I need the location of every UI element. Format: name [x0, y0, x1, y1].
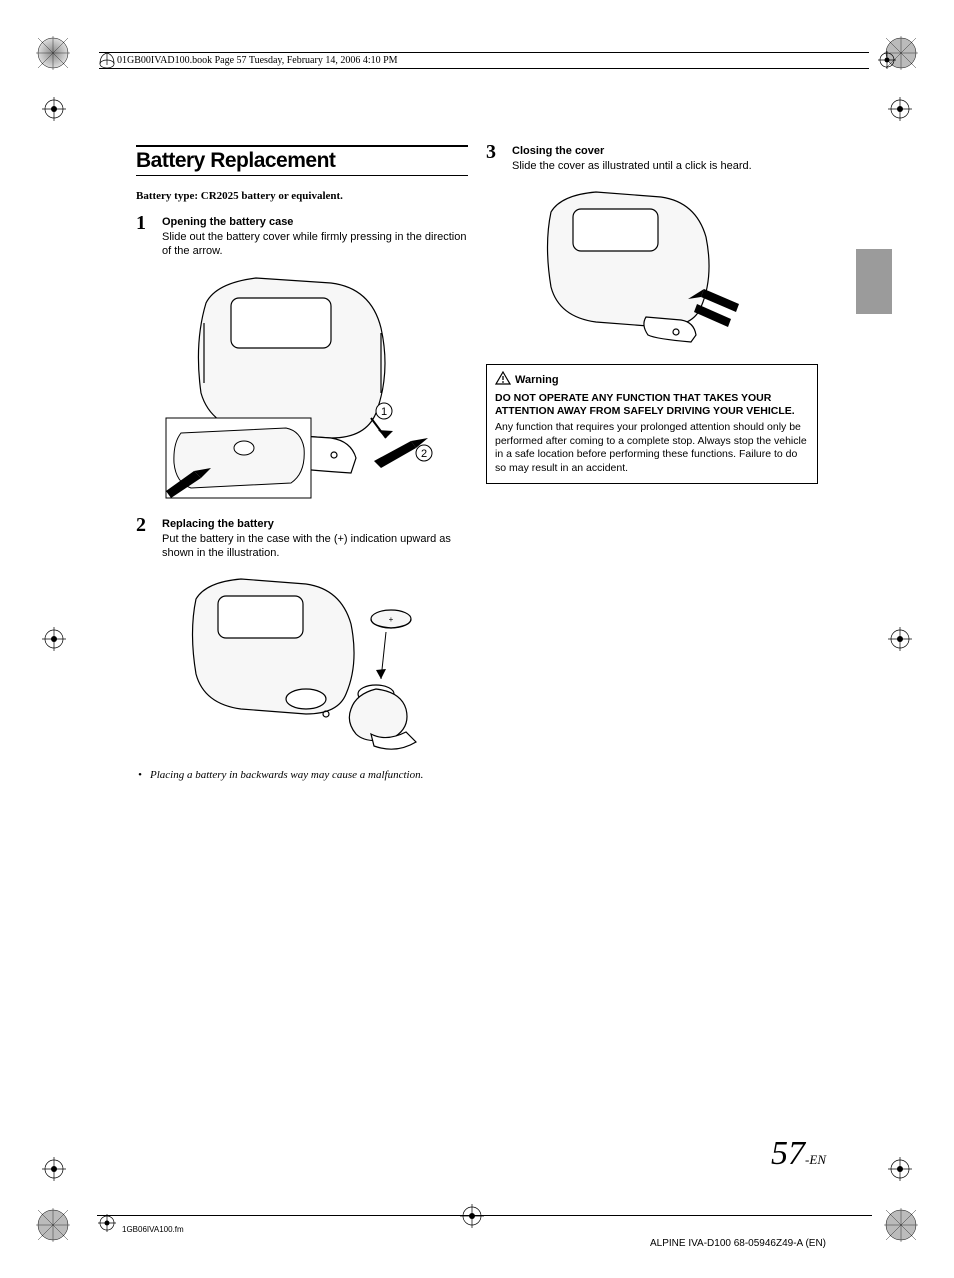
footer-rule — [97, 1215, 872, 1216]
illustration-open-cover: 1 2 — [156, 273, 468, 508]
reg-mark-bc — [460, 1204, 484, 1228]
warning-icon — [495, 371, 511, 389]
reg-mark-bl2 — [98, 1214, 116, 1232]
step-1: 1 Opening the battery case Slide out the… — [136, 216, 468, 259]
page-number: 57-EN — [771, 1135, 826, 1173]
crop-mark-bl — [36, 1208, 70, 1242]
svg-text:1: 1 — [381, 406, 387, 418]
warning-label: Warning — [515, 373, 559, 387]
backwards-battery-note: Placing a battery in backwards way may c… — [136, 769, 468, 781]
warning-title: DO NOT OPERATE ANY FUNCTION THAT TAKES Y… — [495, 392, 809, 419]
reg-mark-l3 — [42, 1157, 66, 1181]
reg-mark-tr2 — [878, 51, 896, 69]
svg-text:2: 2 — [421, 448, 427, 460]
battery-type-note: Battery type: CR2025 battery or equivale… — [136, 190, 468, 202]
reg-mark-r1 — [888, 97, 912, 121]
page-number-suffix: -EN — [805, 1152, 826, 1167]
step-number: 2 — [136, 514, 146, 537]
warning-box: Warning DO NOT OPERATE ANY FUNCTION THAT… — [486, 364, 818, 484]
footer-model: ALPINE IVA-D100 68-05946Z49-A (EN) — [650, 1238, 826, 1249]
reg-mark-l2 — [42, 627, 66, 651]
page-number-value: 57 — [771, 1135, 805, 1172]
step-body: Put the battery in the case with the (+)… — [162, 532, 468, 561]
illustration-close-cover — [516, 187, 818, 352]
book-icon — [99, 51, 115, 74]
crop-mark-tl — [36, 36, 70, 70]
header-text: 01GB00IVAD100.book Page 57 Tuesday, Febr… — [117, 55, 398, 66]
crop-mark-br — [884, 1208, 918, 1242]
step-title: Closing the cover — [512, 145, 818, 157]
step-number: 1 — [136, 212, 146, 235]
step-number: 3 — [486, 141, 496, 164]
section-title: Battery Replacement — [136, 145, 468, 176]
svg-text:+: + — [389, 615, 394, 624]
step-body: Slide the cover as illustrated until a c… — [512, 159, 818, 173]
footer-filename: 1GB06IVA100.fm — [122, 1225, 184, 1234]
illustration-replace-battery: + — [156, 574, 468, 759]
reg-mark-r3 — [888, 1157, 912, 1181]
step-title: Replacing the battery — [162, 518, 468, 530]
reg-mark-r2 — [888, 627, 912, 651]
step-3: 3 Closing the cover Slide the cover as i… — [486, 145, 818, 173]
side-tab — [856, 249, 892, 314]
step-2: 2 Replacing the battery Put the battery … — [136, 518, 468, 561]
warning-body: Any function that requires your prolonge… — [495, 421, 809, 476]
step-body: Slide out the battery cover while firmly… — [162, 230, 468, 259]
reg-mark-l1 — [42, 97, 66, 121]
step-title: Opening the battery case — [162, 216, 468, 228]
